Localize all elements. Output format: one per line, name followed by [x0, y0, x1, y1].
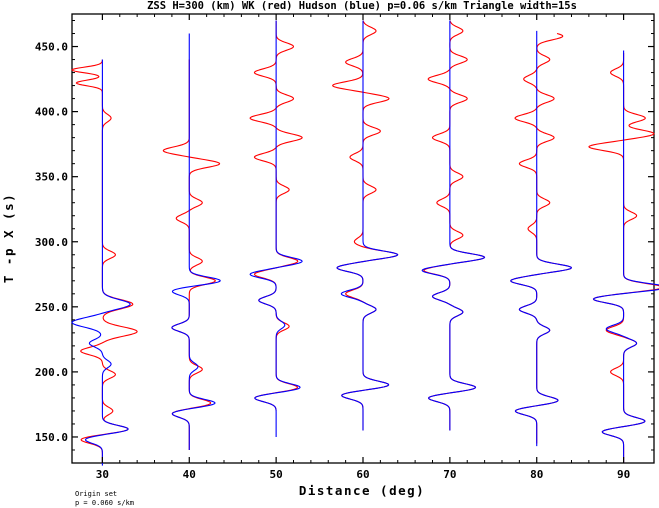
trace-group — [71, 20, 659, 466]
y-tick-label: 250.0 — [35, 301, 68, 314]
y-tick-label: 350.0 — [35, 171, 68, 184]
trace-hudson-50 — [249, 20, 303, 437]
x-tick-label: 40 — [183, 468, 196, 481]
y-tick-label: 150.0 — [35, 431, 68, 444]
x-tick-label: 90 — [617, 468, 630, 481]
y-tick-label: 400.0 — [35, 106, 68, 119]
trace-hudson-40 — [171, 33, 221, 450]
trace-hudson-70 — [421, 20, 486, 431]
chart-title: ZSS H=300 (km) WK (red) Hudson (blue) p=… — [147, 0, 577, 12]
x-tick-label: 80 — [530, 468, 543, 481]
x-tick-label: 50 — [270, 468, 283, 481]
y-tick-label: 450.0 — [35, 41, 68, 54]
trace-hudson-60 — [336, 20, 399, 431]
trace-hudson-80 — [510, 30, 572, 447]
x-tick-label: 70 — [443, 468, 456, 481]
footer-origin-note: Origin set — [75, 490, 117, 498]
x-axis-label: Distance (deg) — [299, 483, 425, 498]
x-tick-label: 60 — [356, 468, 369, 481]
trace-hudson-90 — [592, 50, 659, 463]
y-tick-label: 200.0 — [35, 366, 68, 379]
x-tick-label: 30 — [96, 468, 109, 481]
footer-slowness-note: p = 0.060 s/km — [75, 499, 134, 507]
y-tick-label: 300.0 — [35, 236, 68, 249]
y-axis-label: T -p X (s) — [1, 193, 16, 283]
y-axis-ticks: 150.0 200.0 250.0 300.0 350.0 400.0 450.0 — [35, 20, 654, 451]
trace-hudson-30 — [71, 59, 131, 466]
x-axis-ticks: 30 40 50 60 70 80 90 — [96, 14, 630, 481]
